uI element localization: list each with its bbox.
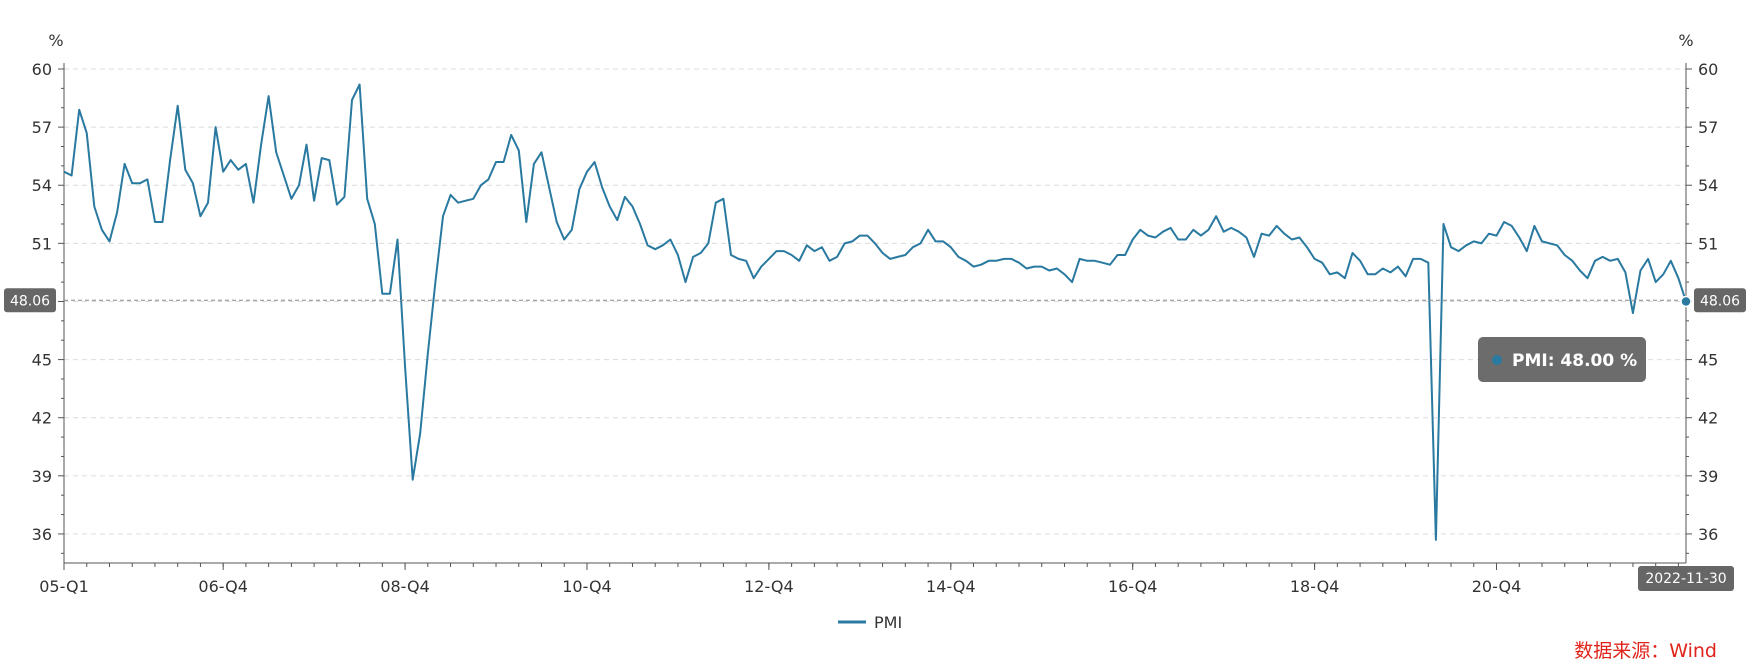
x-tick-label: 10-Q4 <box>562 577 612 596</box>
axes <box>58 63 1692 570</box>
grid-lines <box>64 68 1686 535</box>
tooltip-box <box>1478 337 1646 382</box>
x-tick-label: 08-Q4 <box>380 577 430 596</box>
y-tick-label-left: 42 <box>32 409 52 428</box>
y-tick-label-right: 54 <box>1698 176 1718 195</box>
y-tick-label-left: 45 <box>32 351 52 370</box>
y-hover-tag-left <box>4 288 56 313</box>
hover-point <box>1680 295 1692 308</box>
y-tick-label-right: 36 <box>1698 525 1718 544</box>
y-tick-label-left: 51 <box>32 234 52 253</box>
y-tick-label-right: 57 <box>1698 118 1718 137</box>
legend[interactable]: PMI <box>838 613 902 632</box>
x-tick-label: 14-Q4 <box>926 577 976 596</box>
x-tick-label: 20-Q4 <box>1472 577 1522 596</box>
data-source-note: 数据来源：Wind <box>1574 640 1717 662</box>
x-tick-label: 16-Q4 <box>1108 577 1158 596</box>
y-tick-label-left: 39 <box>32 467 52 486</box>
x-tick-labels: 05-Q1 06-Q4 08-Q4 10-Q4 12-Q4 14-Q4 16-Q4 18-Q4… <box>39 577 1521 596</box>
pmi-series-line <box>63 83 1687 541</box>
x-tick-label: 05-Q1 <box>39 577 89 596</box>
y-tick-label-right: 60 <box>1698 60 1718 79</box>
y-tick-label-left: 36 <box>32 525 52 544</box>
y-tick-label-left: 60 <box>32 60 52 79</box>
x-hover-tag-text: 2022-11-30 <box>1645 571 1726 587</box>
y-tick-label-right: 39 <box>1698 467 1718 486</box>
tooltip-series-dot <box>1492 355 1502 365</box>
tooltip-text: PMI: 48.00 % <box>1512 351 1637 371</box>
y-hover-tag-left-text: 48.06 <box>10 293 50 309</box>
y-hover-tag-right-text: 48.06 <box>1700 293 1740 309</box>
x-tick-label: 18-Q4 <box>1290 577 1340 596</box>
x-hover-tag <box>1638 566 1734 591</box>
y-axis-unit-right: % <box>1678 31 1693 50</box>
x-tick-label: 12-Q4 <box>744 577 794 596</box>
series-layer <box>63 83 1687 541</box>
y-tick-label-right: 45 <box>1698 351 1718 370</box>
y-axis-unit-left: % <box>48 31 63 50</box>
legend-label-pmi: PMI <box>874 613 902 632</box>
x-tick-label: 06-Q4 <box>198 577 248 596</box>
y-tick-label-left: 57 <box>32 118 52 137</box>
y-tick-label-left: 54 <box>32 176 52 195</box>
y-hover-tag-right <box>1694 288 1746 313</box>
y-tick-label-right: 51 <box>1698 234 1718 253</box>
y-tick-label-right: 42 <box>1698 409 1718 428</box>
hover-crosshair: 48.06 48.06 2022-11-30 PMI: 48.00 % <box>4 288 1746 591</box>
